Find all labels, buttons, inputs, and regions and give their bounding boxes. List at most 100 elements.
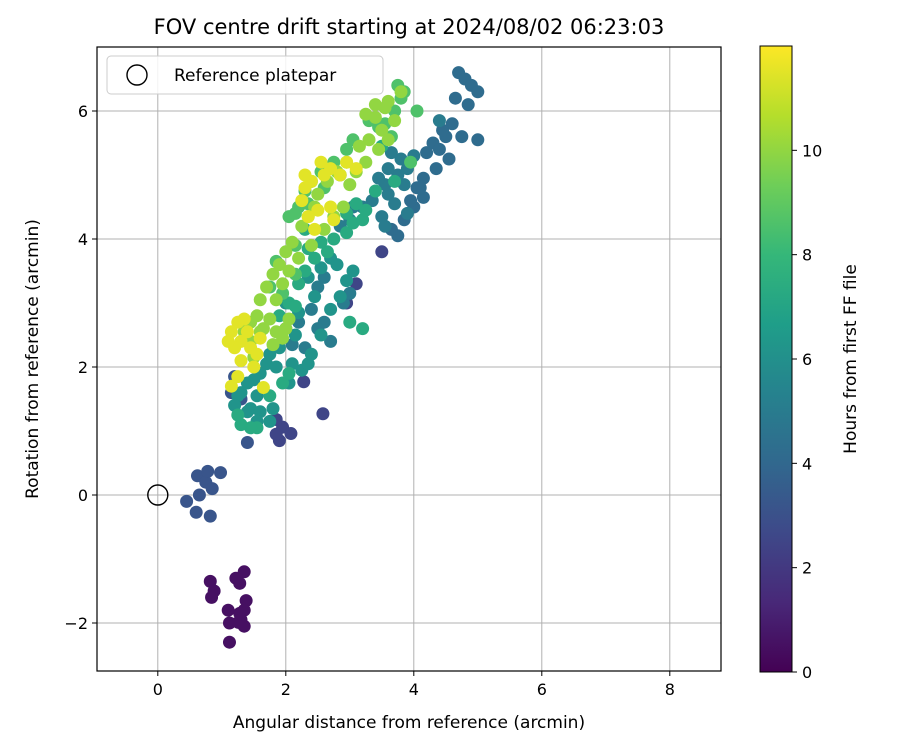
data-point <box>231 370 245 384</box>
data-point <box>279 322 293 336</box>
data-point <box>222 635 236 649</box>
colorbar-tick-label: 0 <box>802 663 812 682</box>
data-point <box>471 85 485 99</box>
data-point <box>214 466 228 480</box>
data-point <box>263 414 277 428</box>
data-point <box>336 200 350 214</box>
data-point <box>295 194 309 208</box>
data-point <box>192 488 206 502</box>
x-tick-label: 6 <box>537 680 547 699</box>
data-point <box>250 347 264 361</box>
y-tick-label: 2 <box>78 358 88 377</box>
data-point <box>455 130 469 144</box>
x-axis-label: Angular distance from reference (arcmin) <box>233 713 585 733</box>
x-tick-label: 4 <box>409 680 419 699</box>
data-point <box>368 110 382 124</box>
data-point <box>205 482 219 496</box>
colorbar-tick-label: 10 <box>802 141 822 160</box>
data-point <box>295 219 309 233</box>
data-point <box>266 267 280 281</box>
data-point <box>324 334 338 348</box>
data-point <box>378 101 392 115</box>
data-point <box>205 590 219 604</box>
data-point <box>288 299 302 313</box>
data-point <box>304 347 318 361</box>
data-point <box>388 114 402 128</box>
data-point <box>356 322 370 336</box>
data-point <box>333 290 347 304</box>
y-axis-ticks: −2 0 2 4 6 <box>64 102 97 633</box>
data-point <box>308 251 322 265</box>
data-point <box>327 232 341 246</box>
data-point <box>231 615 245 629</box>
x-axis-ticks: 0 2 4 6 8 <box>153 671 675 699</box>
data-point <box>429 162 443 176</box>
data-point <box>314 261 328 275</box>
data-point <box>189 505 203 519</box>
data-point <box>400 206 414 220</box>
x-tick-label: 0 <box>153 680 163 699</box>
y-axis-label: Rotation from reference (arcmin) <box>23 219 43 499</box>
data-point <box>333 168 347 182</box>
data-point <box>282 264 296 278</box>
data-point <box>372 171 386 185</box>
data-point <box>352 139 366 153</box>
data-point <box>298 168 312 182</box>
data-point <box>340 155 354 169</box>
data-point <box>240 436 254 450</box>
data-point <box>311 203 325 217</box>
data-point <box>404 194 418 208</box>
data-point <box>308 290 322 304</box>
data-point <box>292 251 306 265</box>
data-point <box>448 91 462 105</box>
data-point <box>247 360 261 374</box>
data-point <box>381 162 395 176</box>
data-point <box>276 376 290 390</box>
y-tick-label: −2 <box>64 614 88 633</box>
data-point <box>316 407 330 421</box>
data-point <box>375 123 389 137</box>
data-point <box>279 245 293 259</box>
data-point <box>432 114 446 128</box>
y-tick-label: 6 <box>78 102 88 121</box>
data-point <box>297 375 311 389</box>
x-tick-label: 2 <box>281 680 291 699</box>
colorbar-tick-label: 2 <box>802 559 812 578</box>
data-point <box>224 325 238 339</box>
x-tick-label: 8 <box>665 680 675 699</box>
colorbar-label: Hours from first FF file <box>841 264 861 454</box>
data-point <box>234 354 248 368</box>
data-point <box>201 464 215 478</box>
data-point <box>301 210 315 224</box>
data-point <box>362 133 376 147</box>
colorbar-ticks: 0 2 4 6 8 10 <box>792 141 822 682</box>
data-point <box>445 117 459 131</box>
data-point <box>432 142 446 156</box>
reference-platepar-marker <box>147 484 169 506</box>
legend-label: Reference platepar <box>174 66 336 86</box>
legend-box <box>106 55 384 95</box>
data-point <box>343 315 357 329</box>
data-point <box>269 360 283 374</box>
data-point <box>375 245 389 259</box>
data-point <box>372 142 386 156</box>
legend: Reference platepar <box>106 55 384 95</box>
data-point <box>320 245 334 259</box>
data-point <box>276 277 290 291</box>
data-point <box>231 408 245 422</box>
data-point <box>384 146 398 160</box>
data-point <box>314 328 328 342</box>
data-point <box>359 203 373 217</box>
data-point <box>327 213 341 227</box>
data-point <box>282 366 296 380</box>
colorbar <box>759 45 793 673</box>
plot-frame <box>96 46 722 672</box>
data-point <box>471 133 485 147</box>
data-point <box>308 222 322 236</box>
data-point <box>420 146 434 160</box>
data-point <box>359 155 373 169</box>
data-point <box>317 168 331 182</box>
data-point <box>404 155 418 169</box>
data-point <box>381 133 395 147</box>
y-tick-label: 0 <box>78 486 88 505</box>
